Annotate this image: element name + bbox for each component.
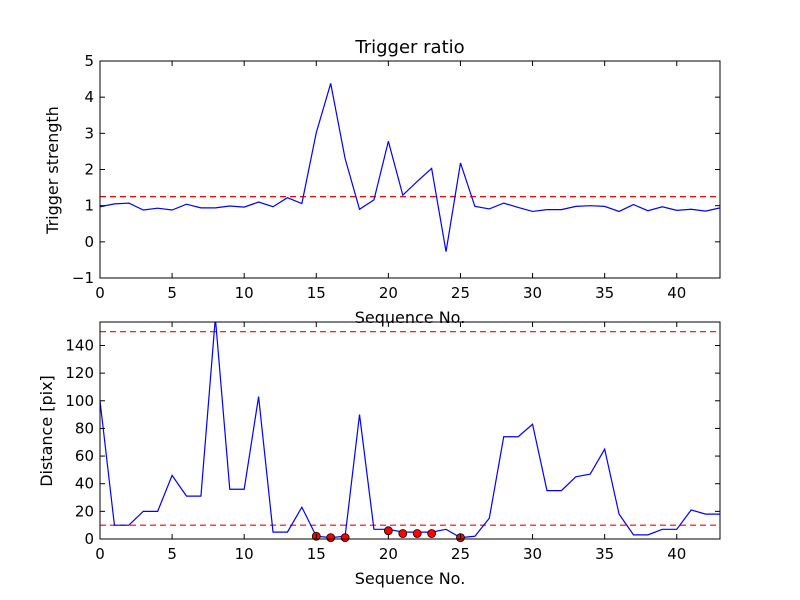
- x-tick-label: 20: [379, 284, 398, 302]
- y-tick-label: −1: [72, 269, 94, 287]
- bottom-y-ticks: 0 20 40 60 80 100 120 140: [65, 336, 720, 548]
- trigger-marker: [340, 533, 350, 543]
- x-tick-label: 25: [451, 284, 470, 302]
- x-tick-label: 10: [235, 284, 254, 302]
- bottom-x-ticks: 0 5 10 15 20 25 30 35 40: [95, 322, 686, 563]
- x-tick-label: 15: [307, 545, 326, 563]
- bot-series-line-0: [100, 322, 720, 539]
- x-tick-label: 5: [167, 545, 177, 563]
- x-tick-label: 5: [167, 284, 177, 302]
- y-tick-label: 40: [75, 475, 94, 493]
- x-tick-label: 40: [667, 545, 686, 563]
- top-series-line-0: [100, 83, 720, 252]
- trigger-marker: [398, 529, 408, 538]
- y-tick-label: 4: [84, 88, 94, 106]
- trigger-marker: [412, 529, 422, 538]
- y-tick-label: 1: [84, 197, 94, 215]
- y-tick-label: 2: [84, 161, 94, 179]
- y-tick-label: 20: [75, 502, 94, 520]
- y-tick-label: 100: [65, 392, 94, 410]
- y-tick-label: 60: [75, 447, 94, 465]
- trigger-marker: [427, 529, 437, 538]
- bottom-y-axis-label: Distance [pix]: [37, 375, 56, 487]
- x-tick-label: 0: [95, 545, 105, 563]
- y-tick-label: 3: [84, 124, 94, 142]
- top-x-ticks: 0 5 10 15 20 25 30 35 40: [95, 61, 686, 302]
- top-y-axis-label: Trigger strength: [43, 106, 62, 235]
- x-tick-label: 40: [667, 284, 686, 302]
- bottom-plot-area: 0 5 10 15 20 25 30 35 40 0 20 40 60 80 100 120 140: [65, 321, 721, 563]
- y-tick-label: 140: [65, 336, 94, 354]
- y-tick-label: 120: [65, 364, 94, 382]
- x-tick-label: 10: [235, 545, 254, 563]
- top-series-group: [100, 83, 720, 252]
- trigger-marker: [383, 526, 393, 536]
- top-chart: Trigger ratio 0 5 10 15 20 25 30 35 40 −1012345 …: [43, 37, 721, 327]
- bottom-threshold-lines: [100, 331, 720, 526]
- x-tick-label: 30: [523, 545, 542, 563]
- x-tick-label: 35: [595, 284, 614, 302]
- x-tick-label: 25: [451, 545, 470, 563]
- x-tick-label: 35: [595, 545, 614, 563]
- trigger-marker: [326, 533, 336, 543]
- y-tick-label: 5: [84, 52, 94, 70]
- bottom-trigger-markers: [311, 526, 465, 543]
- top-chart-title: Trigger ratio: [354, 37, 464, 58]
- bottom-plot-frame: [99, 321, 721, 540]
- x-tick-label: 20: [379, 545, 398, 563]
- bottom-chart: 0 5 10 15 20 25 30 35 40 0 20 40 60 80 100 120 140 Sequ…: [37, 321, 721, 588]
- x-tick-label: 15: [307, 284, 326, 302]
- y-tick-label: 0: [84, 530, 94, 548]
- bottom-x-axis-label: Sequence No.: [355, 569, 466, 588]
- top-y-ticks: −1 0 1 2 3 4 5: [72, 52, 720, 287]
- bottom-series-group: [100, 322, 720, 539]
- x-tick-label: 0: [95, 284, 105, 302]
- y-tick-label: 0: [84, 233, 94, 251]
- x-tick-label: 30: [523, 284, 542, 302]
- top-x-axis-label: Sequence No.: [355, 308, 466, 327]
- y-tick-label: 80: [75, 419, 94, 437]
